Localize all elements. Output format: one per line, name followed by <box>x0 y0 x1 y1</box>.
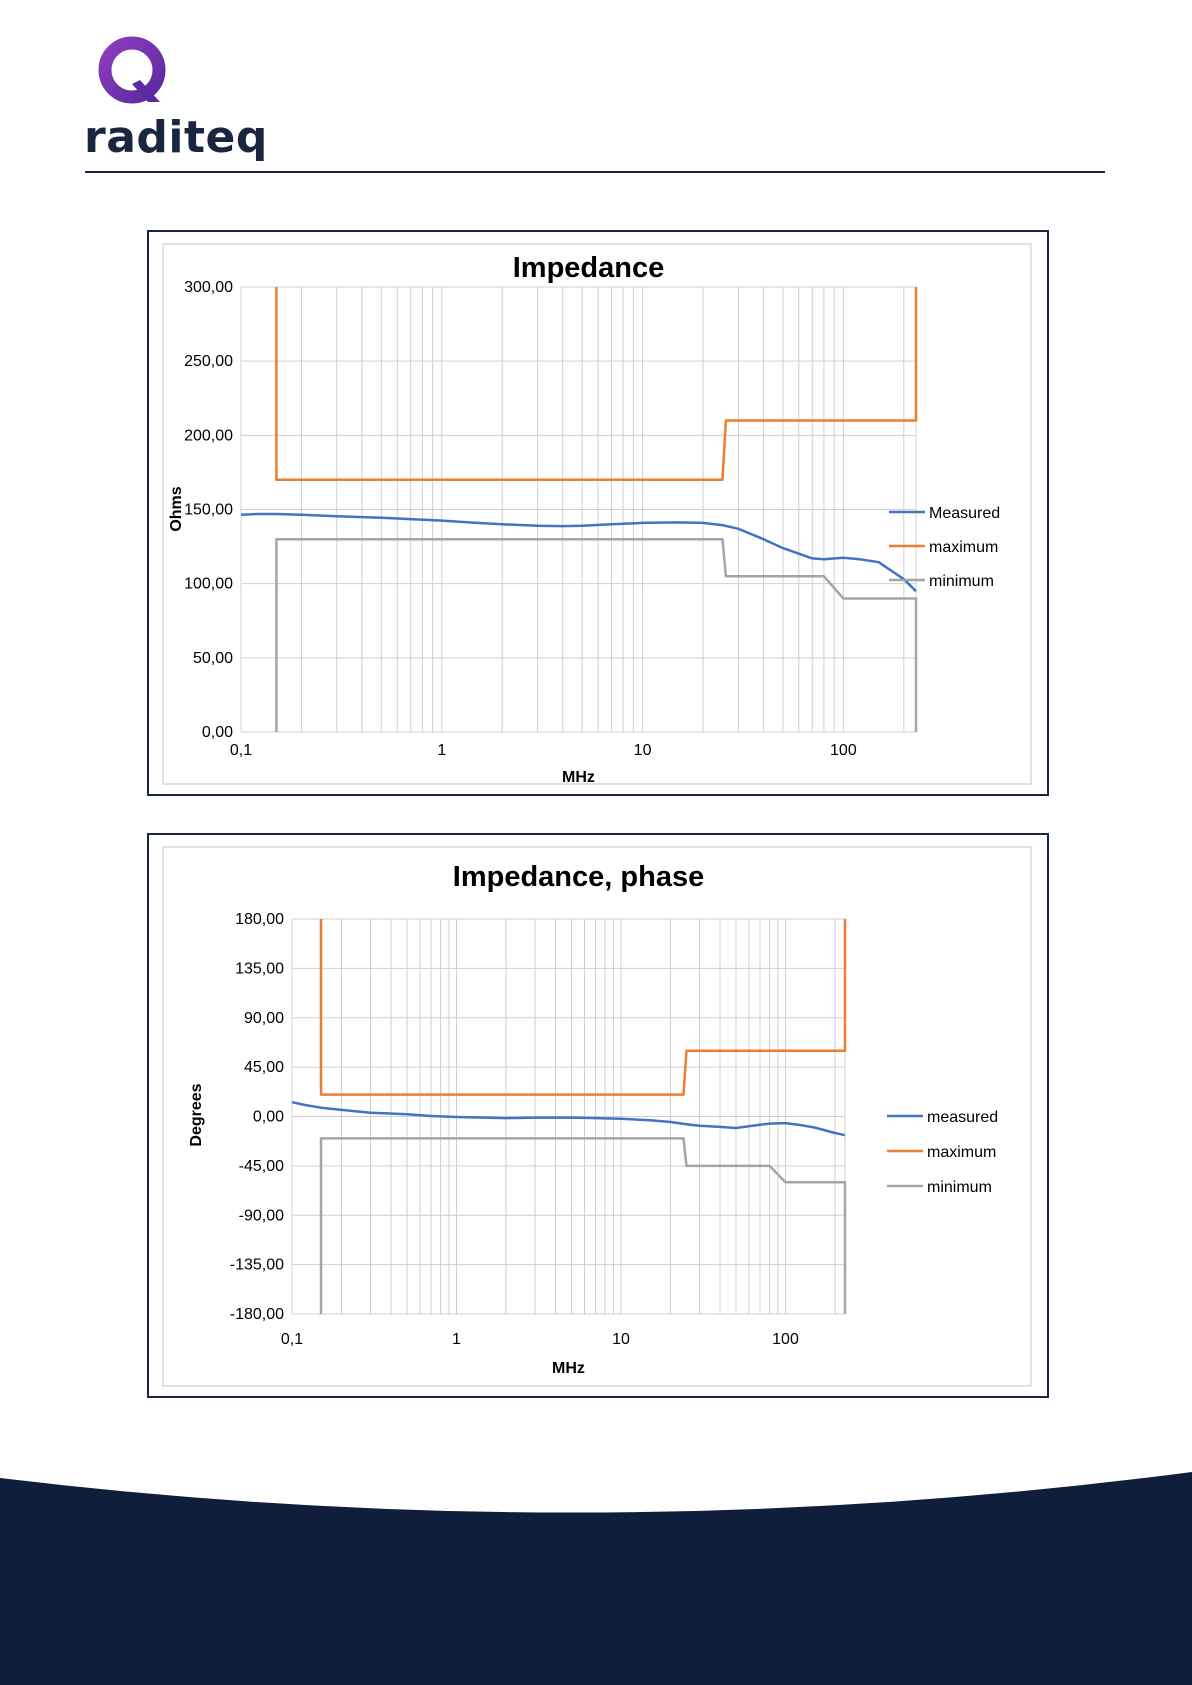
legend-label: minimum <box>927 1179 992 1196</box>
y-tick-label: 150,00 <box>184 502 233 519</box>
y-tick-label: 0,00 <box>202 724 233 741</box>
chart-title: Impedance <box>513 252 665 284</box>
legend-label: maximum <box>929 539 998 556</box>
legend: measured maximum minimum <box>887 1109 998 1196</box>
legend: Measured maximum minimum <box>889 505 1000 590</box>
x-tick-label: 10 <box>612 1331 630 1348</box>
y-tick-label: 250,00 <box>184 353 233 370</box>
y-tick-label: 200,00 <box>184 427 233 444</box>
series-line-measured <box>291 1100 846 1137</box>
y-tick-label: -90,00 <box>239 1207 284 1224</box>
series-line-measured <box>240 512 917 592</box>
x-tick-label: 100 <box>830 742 857 759</box>
x-tick-label: 0,1 <box>281 1331 303 1348</box>
x-tick-label: 100 <box>772 1331 799 1348</box>
x-axis-label: MHz <box>552 1360 585 1377</box>
series-line-maximum <box>275 287 918 482</box>
legend-label: measured <box>927 1109 998 1126</box>
y-tick-label: 90,00 <box>244 1010 284 1027</box>
impedance-chart-frame: 0,00 50,00 100,00 150,00 200,00 250,00 300,00 0… <box>147 230 1049 796</box>
legend-label: Measured <box>929 505 1000 522</box>
y-tick-label: 45,00 <box>244 1059 284 1076</box>
x-tick-label: 0,1 <box>230 742 252 759</box>
y-axis-label: Degrees <box>188 1083 205 1146</box>
gridlines <box>240 286 917 733</box>
y-tick-label: 180,00 <box>235 911 284 928</box>
series-line-minimum <box>275 537 918 732</box>
footer-band <box>0 1472 1192 1685</box>
y-tick-label: 300,00 <box>184 279 233 296</box>
x-tick-label: 1 <box>452 1331 461 1348</box>
x-tick-label: 1 <box>437 742 446 759</box>
x-axis-label: MHz <box>562 769 595 786</box>
y-axis-label: Ohms <box>168 486 185 531</box>
y-tick-label: -180,00 <box>230 1306 284 1323</box>
legend-label: minimum <box>929 573 994 590</box>
y-tick-label: 0,00 <box>253 1109 284 1126</box>
series-line-minimum <box>319 1137 847 1314</box>
brand-name: raditeq <box>84 112 268 163</box>
header-rule <box>85 171 1105 173</box>
impedance-phase-chart-frame: -180,00 -135,00 -90,00 -45,00 0,00 45,00 90,00… <box>147 833 1049 1398</box>
legend-label: maximum <box>927 1144 996 1161</box>
chart-title: Impedance, phase <box>453 861 704 893</box>
raditeq-logo <box>98 36 166 104</box>
y-tick-label: -45,00 <box>239 1158 284 1175</box>
impedance-chart: 0,00 50,00 100,00 150,00 200,00 250,00 300,00 0… <box>162 243 1032 786</box>
series-line-maximum <box>319 919 847 1096</box>
y-tick-label: 135,00 <box>235 960 284 977</box>
y-tick-label: 100,00 <box>184 576 233 593</box>
x-tick-label: 10 <box>634 742 652 759</box>
y-tick-label: -135,00 <box>230 1257 284 1274</box>
y-tick-label: 50,00 <box>193 650 233 667</box>
impedance-phase-chart: -180,00 -135,00 -90,00 -45,00 0,00 45,00 90,00… <box>162 846 1032 1387</box>
